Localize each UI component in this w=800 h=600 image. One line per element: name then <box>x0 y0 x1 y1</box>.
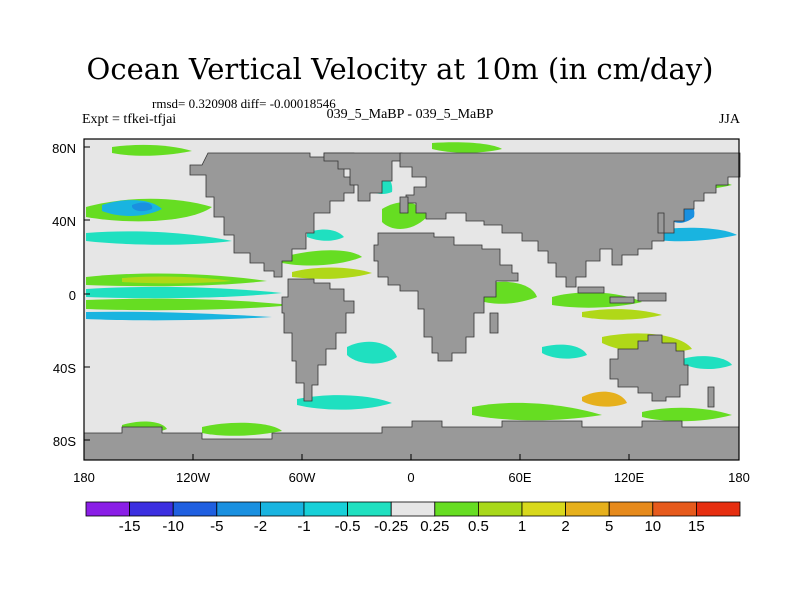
lon-label-60e: 60E <box>508 470 532 485</box>
downwelling-patch <box>86 311 272 321</box>
lon-label-120e: 120E <box>613 470 645 485</box>
landmass-indonesia <box>577 286 667 304</box>
colorbar-box <box>390 501 436 517</box>
map-ticks <box>84 146 630 460</box>
upwelling-patch <box>642 407 732 422</box>
colorbar-box <box>129 501 174 517</box>
downwelling-patch <box>297 395 392 410</box>
colorbar-label: -5 <box>210 518 224 535</box>
landmass-antarctica <box>83 420 740 461</box>
downwelling-patch-strong <box>132 202 153 212</box>
colorbar-label: -10 <box>162 518 185 535</box>
upwelling-patch <box>112 144 192 156</box>
landmass-eurasia <box>399 152 741 288</box>
lon-label-180w: 180 <box>73 470 95 485</box>
lat-label-40n: 40N <box>52 214 76 229</box>
colorbar-box <box>652 501 697 517</box>
colorbar-label: 5 <box>605 518 614 535</box>
colorbar-box <box>172 501 218 517</box>
experiment-label: Expt = tfkei-tfjai <box>82 112 177 127</box>
downwelling-patch <box>86 286 282 299</box>
upwelling-patch <box>432 142 502 153</box>
upwelling-patch <box>552 292 642 308</box>
upwelling-patch-mid <box>582 309 662 320</box>
upwelling-patch <box>582 391 627 407</box>
plot-title: Ocean Vertical Velocity at 10m (in cm/da… <box>86 52 714 86</box>
stats-text: rmsd= 0.320908 diff= -0.00018546 <box>152 96 336 111</box>
colorbar-box <box>565 501 610 517</box>
lon-label-60w: 60W <box>288 470 316 485</box>
landmass-japan <box>657 212 665 234</box>
lon-label-120w: 120W <box>176 470 210 485</box>
colorbar-box <box>434 501 479 517</box>
colorbar-label: 15 <box>688 518 705 535</box>
colorbar-box <box>85 501 130 517</box>
downwelling-patch <box>307 229 344 241</box>
lat-label-40s: 40S <box>52 361 76 376</box>
upwelling-patch <box>202 422 282 436</box>
landmass-greenland <box>323 152 403 202</box>
colorbar-box <box>521 501 566 517</box>
upwelling-patch-mid <box>122 276 232 284</box>
lon-label-0: 0 <box>407 470 415 485</box>
world-map <box>83 138 741 461</box>
colorbar-label: -2 <box>253 518 268 535</box>
colorbar-label: 2 <box>561 518 570 535</box>
upwelling-patch <box>292 267 372 279</box>
land-masses <box>83 152 741 461</box>
colorbar-label: -1 <box>297 518 311 535</box>
downwelling-patch <box>347 341 397 364</box>
upwelling-patch <box>282 250 362 266</box>
colorbar-label: 0.25 <box>420 518 450 535</box>
colorbar-box <box>347 501 392 517</box>
case-label: 039_5_MaBP - 039_5_MaBP <box>326 107 494 122</box>
upwelling-patch <box>86 298 292 311</box>
landmass-madagascar <box>489 312 499 334</box>
downwelling-patch <box>542 344 587 359</box>
landmass-south-america <box>281 278 355 402</box>
colorbar-label: 0.5 <box>467 518 489 535</box>
upwelling-patch <box>472 402 602 421</box>
landmass-africa <box>373 232 519 362</box>
colorbar <box>85 501 741 517</box>
lat-label-80s: 80S <box>52 434 76 449</box>
landmass-australia <box>609 334 689 402</box>
downwelling-patch <box>682 356 732 370</box>
downwelling-patch <box>86 231 232 245</box>
lat-label-0: 0 <box>68 288 76 303</box>
colorbar-label: 10 <box>644 518 662 535</box>
lon-label-180e: 180 <box>728 470 750 485</box>
landmass-new-zealand <box>707 386 715 408</box>
colorbar-label: 1 <box>517 518 527 535</box>
colorbar-box <box>477 501 523 517</box>
colorbar-box <box>696 501 741 517</box>
colorbar-box <box>608 501 654 517</box>
colorbar-label: -15 <box>118 518 141 535</box>
season-label: JJA <box>718 112 740 127</box>
colorbar-box <box>259 501 305 517</box>
colorbar-label: -0.5 <box>334 518 361 535</box>
colorbar-label: -0.25 <box>374 518 409 535</box>
lat-label-80n: 80N <box>52 141 76 156</box>
landmass-uk <box>399 196 409 214</box>
colorbar-box <box>303 501 348 517</box>
colorbar-box <box>216 501 261 517</box>
